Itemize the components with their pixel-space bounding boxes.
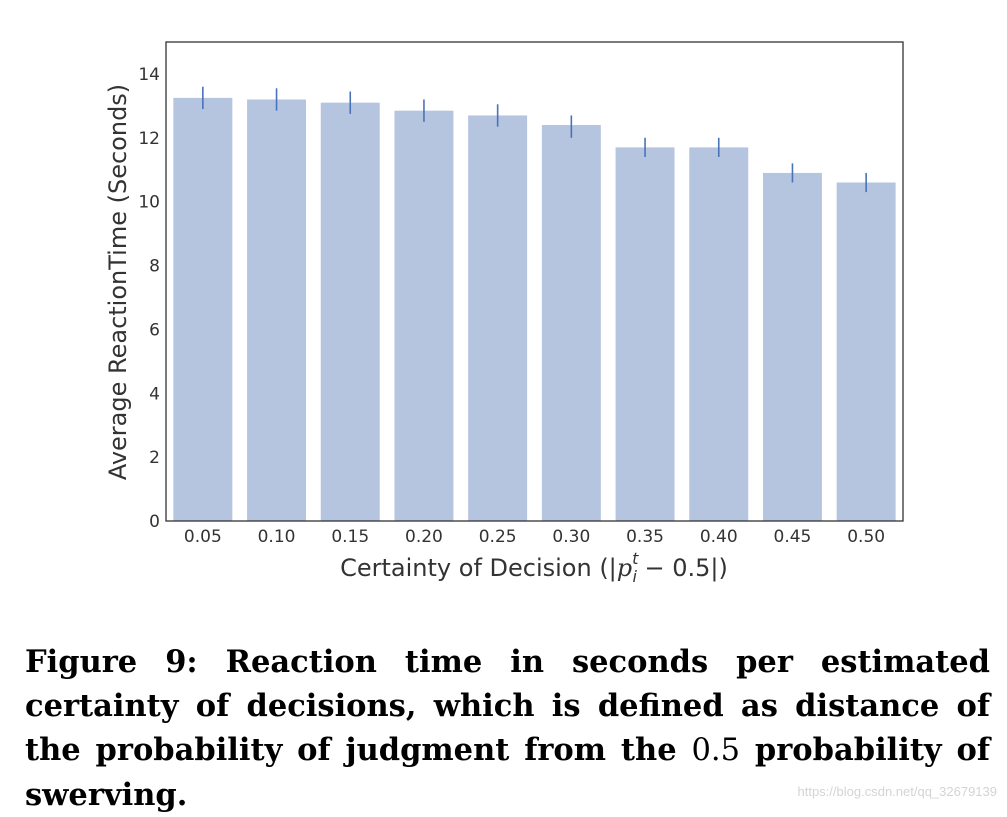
watermark-url: https://blog.csdn.net/qq_32679139 [797, 784, 998, 799]
bar-0.20 [394, 110, 454, 521]
y-axis-label: Average ReactionTime (Seconds) [104, 84, 132, 480]
figure-caption: Figure 9: Reaction time in seconds per e… [25, 644, 990, 813]
bar-0.40 [689, 147, 749, 521]
bar-0.35 [615, 147, 675, 521]
bar-0.25 [468, 115, 528, 522]
x-tick-label: 0.35 [626, 527, 664, 547]
x-tick-labels: 0.05 0.10 0.15 0.20 0.25 0.30 0.35 0.40 0.45 0.50 [184, 527, 885, 547]
x-tick-label: 0.40 [700, 527, 738, 547]
y-tick-label: 8 [149, 257, 160, 277]
bar-0.10 [247, 99, 307, 521]
y-tick-label: 12 [138, 129, 160, 149]
y-tick-label: 6 [149, 320, 160, 340]
x-tick-label: 0.30 [552, 527, 590, 547]
x-axis-label: Certainty of Decision (|pt i − 0.5|) [340, 549, 728, 586]
y-tick-label: 10 [138, 193, 160, 213]
x-tick-label: 0.20 [405, 527, 443, 547]
x-tick-label: 0.10 [258, 527, 296, 547]
y-tick-label: 2 [149, 448, 160, 468]
bar-0.05 [173, 97, 233, 521]
y-tick-label: 0 [149, 512, 160, 532]
x-tick-label: 0.25 [479, 527, 517, 547]
x-tick-label: 0.05 [184, 527, 222, 547]
bar-0.15 [320, 102, 380, 521]
y-tick-label: 4 [149, 384, 160, 404]
bar-0.50 [836, 182, 896, 522]
bar-0.30 [541, 125, 601, 521]
y-tick-label: 14 [138, 65, 160, 85]
x-tick-label: 0.50 [847, 527, 885, 547]
bars-group [173, 97, 896, 522]
x-tick-label: 0.15 [331, 527, 369, 547]
x-tick-label: 0.45 [774, 527, 812, 547]
plot-frame [165, 41, 904, 522]
bar-chart: 0 2 4 6 8 10 12 14 0.05 0.10 0.15 0.20 0.25 0.30 0.35… [104, 41, 904, 586]
bar-0.45 [762, 172, 822, 521]
y-tick-labels: 0 2 4 6 8 10 12 14 [138, 65, 160, 532]
error-bars-group [202, 86, 867, 193]
